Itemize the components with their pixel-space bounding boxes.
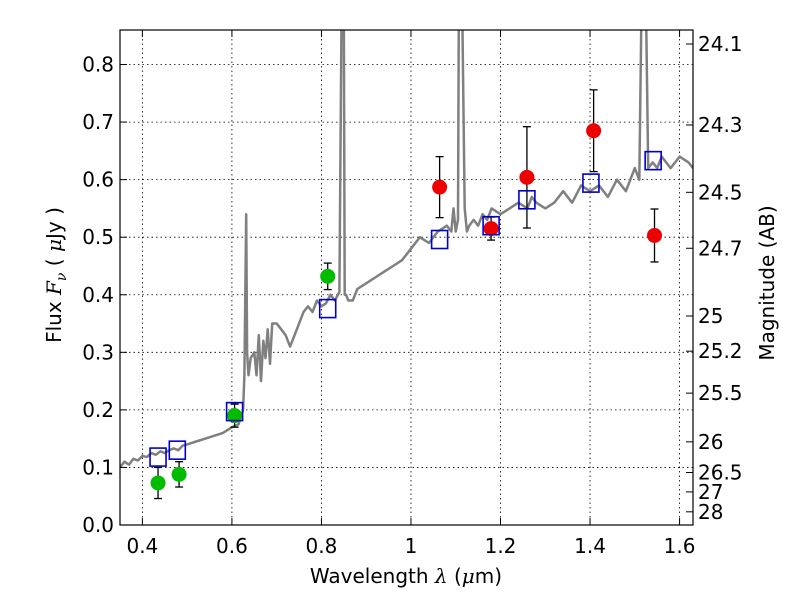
- green-data-point: [320, 268, 336, 284]
- data-points-layer: [149, 89, 663, 500]
- x-tick-label: 1.2: [485, 534, 517, 558]
- y-tick-label: 0.3: [82, 340, 114, 364]
- y2-tick-label: 25: [698, 304, 723, 328]
- y2-tick-label: 25.5: [698, 381, 743, 405]
- model-photometry-square: [582, 173, 600, 193]
- y2-tick-label: 28: [698, 500, 723, 524]
- y2-tick-label: 24.1: [698, 32, 743, 56]
- y2-tick-label: 24.7: [698, 236, 743, 260]
- y-tick-label: 0.5: [82, 225, 114, 249]
- x-tick-label: 1.6: [664, 534, 696, 558]
- x-tick-label: 0.6: [216, 534, 248, 558]
- x-axis-label-symbol: λ: [434, 564, 448, 588]
- y-tick-label: 0.2: [82, 398, 114, 422]
- y2-tick-label: 27: [698, 480, 723, 504]
- red-data-point: [519, 169, 535, 185]
- model-photometry-square: [149, 447, 167, 467]
- y-tick-label: 0.6: [82, 168, 114, 192]
- model-photometry-square: [518, 189, 536, 210]
- x-tick-label: 0.4: [126, 534, 158, 558]
- y2-axis-label: Magnitude (AB): [755, 205, 779, 360]
- y-axis-label-text: Flux: [42, 301, 66, 343]
- model-photometry-square: [430, 229, 449, 250]
- y-tick-label: 0.1: [82, 455, 114, 479]
- green-data-point: [150, 475, 166, 491]
- red-data-point: [586, 123, 602, 139]
- x-axis-label: Wavelength λ (μm): [310, 564, 502, 588]
- x-tick-label: 1: [405, 534, 418, 558]
- red-data-point: [483, 221, 499, 237]
- y-axis-label: Flux Fν ( μJy ): [42, 207, 70, 343]
- y2-tick-label: 24.5: [698, 180, 743, 204]
- model-photometry-square: [482, 215, 500, 236]
- x-tick-label: 0.8: [306, 534, 338, 558]
- y2-tick-label: 25.2: [698, 339, 743, 363]
- x-tick-label: 1.4: [574, 534, 606, 558]
- y2-tick-label: 26: [698, 430, 723, 454]
- model-spectrum-line: [120, 30, 693, 469]
- model-photometry-square: [644, 150, 662, 171]
- plot-frame: [119, 29, 694, 526]
- y-tick-label: 0.7: [82, 110, 114, 134]
- green-data-point: [171, 466, 187, 482]
- y2-tick-label: 26.5: [698, 461, 743, 485]
- axis-ticks: 0.4 0.6 0.8 1 1.2 1.4 1.6 0.0 0.1 0.2 0.3 0.4 0.5 0.6…: [82, 30, 743, 558]
- red-data-point: [647, 227, 663, 243]
- model-spectrum-layer: [120, 30, 693, 469]
- red-data-point: [432, 179, 448, 195]
- x-axis-label-text: Wavelength: [310, 564, 429, 588]
- model-photometry-square: [168, 440, 187, 460]
- y-tick-label: 0.0: [82, 513, 114, 537]
- green-data-point: [227, 408, 243, 424]
- y-axis-label-symbol: F: [42, 280, 66, 296]
- model-photometry-square: [225, 401, 244, 422]
- y2-tick-label: 24.3: [698, 113, 743, 137]
- y-tick-label: 0.8: [82, 53, 114, 77]
- grid: [120, 30, 693, 526]
- model-photometry-square: [318, 298, 337, 319]
- y-tick-label: 0.4: [82, 283, 114, 307]
